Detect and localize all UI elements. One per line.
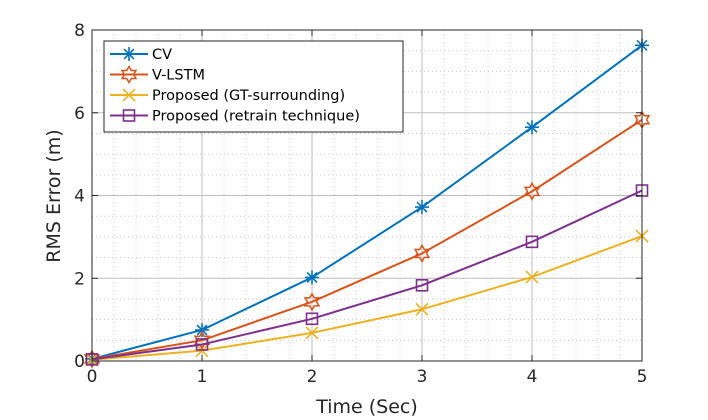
data-point [195, 322, 209, 337]
series-line [91, 44, 643, 360]
y-tick-label: 2 [74, 269, 85, 289]
series-line [91, 235, 643, 361]
hexagram-shape [83, 349, 101, 369]
hexagram-shape [303, 292, 321, 312]
x-axis-label: Time (Sec) [315, 396, 418, 418]
hexagram-shape [193, 330, 211, 350]
data-point [415, 200, 429, 215]
x-tick-label: 3 [417, 367, 428, 387]
square-shape [122, 109, 136, 122]
square-shape [195, 338, 209, 351]
axis-ticks: 0 1 2 3 4 5 0 2 4 6 8 [74, 21, 647, 387]
asterisk-stroke [123, 48, 135, 60]
x-stroke [305, 326, 319, 340]
x-marker [122, 88, 136, 102]
y-tick-label: 0 [74, 352, 85, 372]
square-marker [122, 109, 136, 122]
data-point [83, 349, 101, 369]
x-tick-label: 0 [87, 367, 98, 387]
hexagram-marker [120, 64, 138, 85]
legend-label: CV [152, 47, 172, 63]
y-tick-label: 4 [74, 187, 85, 207]
x-tick-label: 5 [637, 367, 648, 387]
data-point [415, 278, 429, 292]
legend-entry: CV [110, 47, 172, 63]
x-stroke [525, 270, 539, 284]
data-point [195, 338, 209, 351]
asterisk-stroke [526, 121, 538, 133]
x-stroke [415, 302, 429, 316]
square-shape [305, 312, 319, 326]
legend-box [103, 40, 404, 133]
x-tick-label: 1 [197, 367, 208, 387]
hexagram-shape [413, 243, 431, 263]
data-point [415, 302, 429, 316]
series-line [91, 118, 643, 360]
legend-entry: Proposed (retrain technique) [110, 109, 360, 125]
data-point [525, 270, 539, 284]
series-3 [85, 184, 649, 366]
data-point [303, 292, 321, 312]
data-point [523, 181, 541, 201]
hexagram-shape [120, 64, 138, 85]
asterisk-stroke [306, 271, 318, 283]
data-point [193, 330, 211, 350]
legend-entry: V-LSTM [110, 64, 205, 85]
y-tick-label: 6 [74, 104, 85, 124]
y-tick-label: 8 [74, 21, 85, 41]
asterisk-stroke [196, 324, 208, 336]
asterisk-stroke [416, 201, 428, 213]
series-1 [83, 110, 651, 369]
data-point [413, 243, 431, 263]
square-shape [415, 278, 429, 292]
y-axis-label: RMS Error (m) [43, 129, 65, 262]
square-shape [525, 235, 539, 249]
data-point [525, 120, 539, 135]
legend-label: Proposed (GT-surrounding) [152, 88, 345, 104]
data-point [305, 326, 319, 340]
series-line [91, 189, 643, 361]
hexagram-shape [523, 181, 541, 201]
data-point [525, 235, 539, 249]
series-layer [83, 38, 651, 369]
legend-entry: Proposed (GT-surrounding) [110, 88, 345, 104]
data-point [305, 312, 319, 326]
x-tick-label: 2 [307, 367, 318, 387]
legend-label: Proposed (retrain technique) [152, 109, 360, 125]
asterisk-marker [122, 47, 136, 61]
data-point [305, 270, 319, 285]
legend: CV V-LSTM Proposed (GT-surrounding) Propose… [103, 40, 404, 133]
legend-label: V-LSTM [152, 68, 205, 84]
x-tick-label: 4 [527, 367, 538, 387]
x-stroke [122, 88, 136, 102]
